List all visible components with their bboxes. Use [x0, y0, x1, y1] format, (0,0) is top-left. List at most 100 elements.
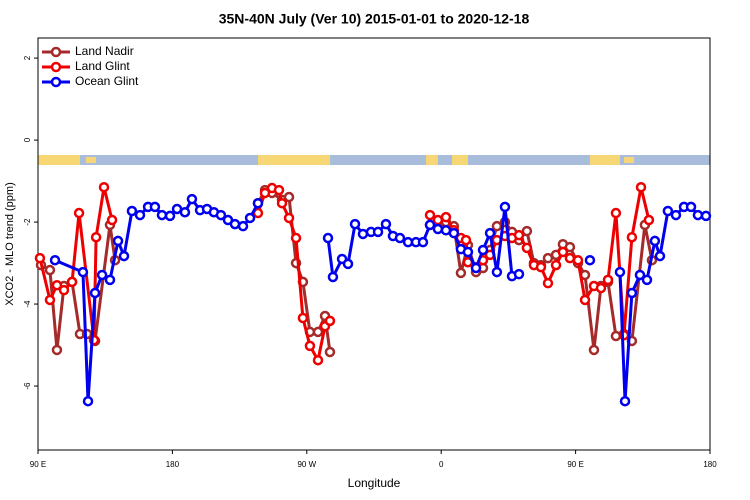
y-axis-label: XCO2 - MLO trend (ppm) — [4, 182, 16, 305]
data-point — [595, 282, 607, 294]
data-point — [610, 207, 622, 219]
data-point — [513, 268, 525, 280]
data-point — [229, 218, 241, 230]
data-point — [77, 266, 89, 278]
data-point — [685, 201, 697, 213]
data-point — [237, 220, 249, 232]
legend-marker — [50, 76, 62, 88]
data-point — [643, 214, 655, 226]
data-point — [215, 209, 227, 221]
data-point — [535, 261, 547, 273]
x-tick-label: 180 — [703, 460, 717, 469]
data-point — [588, 344, 600, 356]
data-point — [417, 236, 429, 248]
y-tick-label: -2 — [23, 218, 32, 226]
y-tick-label: 0 — [23, 137, 32, 142]
data-point — [252, 197, 264, 209]
data-point — [521, 225, 533, 237]
data-point — [491, 266, 503, 278]
data-point — [324, 315, 336, 327]
data-point — [455, 267, 467, 279]
data-point — [112, 235, 124, 247]
x-tick-label: 0 — [439, 460, 444, 469]
data-point — [186, 193, 198, 205]
data-point — [564, 252, 576, 264]
data-point — [96, 269, 108, 281]
data-point — [448, 227, 460, 239]
data-point — [149, 201, 161, 213]
data-point — [484, 227, 496, 239]
data-point — [470, 262, 482, 274]
data-point — [327, 271, 339, 283]
data-point — [557, 246, 569, 258]
x-tick-label: 90 E — [30, 460, 46, 469]
data-point — [312, 354, 324, 366]
data-point — [98, 181, 110, 193]
data-point — [156, 209, 168, 221]
data-point — [290, 232, 302, 244]
data-point — [584, 254, 596, 266]
map-strip — [38, 155, 710, 165]
data-point — [542, 277, 554, 289]
data-point — [312, 326, 324, 338]
data-point — [118, 250, 130, 262]
series-line — [38, 186, 114, 341]
data-point — [460, 234, 472, 246]
data-point — [634, 269, 646, 281]
data-point — [104, 274, 116, 286]
data-point — [44, 264, 56, 276]
data-point — [44, 294, 56, 306]
data-point — [491, 220, 503, 232]
series — [34, 181, 655, 366]
data-point — [380, 218, 392, 230]
data-point — [283, 191, 295, 203]
data-point — [73, 207, 85, 219]
data-point — [297, 312, 309, 324]
data-point — [58, 284, 70, 296]
series — [49, 193, 712, 407]
data-point — [394, 232, 406, 244]
data-point — [179, 206, 191, 218]
data-point — [626, 231, 638, 243]
plot-frame — [37, 37, 711, 451]
data-point — [89, 287, 101, 299]
y-tick-label: -4 — [23, 300, 32, 308]
data-point — [49, 254, 61, 266]
data-point — [324, 346, 336, 358]
data-point — [670, 209, 682, 221]
series-line — [40, 224, 117, 351]
data-point — [700, 210, 712, 222]
data-point — [614, 266, 626, 278]
data-point — [244, 212, 256, 224]
data-point — [579, 294, 591, 306]
data-point — [462, 246, 474, 258]
data-point — [342, 258, 354, 270]
data-point — [134, 209, 146, 221]
data-point — [424, 219, 436, 231]
data-point — [440, 211, 452, 223]
chart-title: 35N-40N July (Ver 10) 2015-01-01 to 2020… — [219, 11, 530, 27]
data-point — [649, 235, 661, 247]
series-line — [54, 196, 260, 402]
y-tick-label: -6 — [23, 382, 32, 390]
data-point — [432, 214, 444, 226]
data-point — [654, 250, 666, 262]
legend-label: Ocean Glint — [75, 74, 139, 88]
data-point — [51, 279, 63, 291]
data-point — [692, 209, 704, 221]
x-tick-label: 90 W — [297, 460, 316, 469]
data-point — [283, 212, 295, 224]
data-point — [635, 181, 647, 193]
data-point — [90, 231, 102, 243]
data-point — [126, 205, 138, 217]
data-point — [619, 395, 631, 407]
data-point — [610, 330, 622, 342]
data-point — [51, 344, 63, 356]
legend-marker — [50, 61, 62, 73]
data-point — [564, 241, 576, 253]
data-point — [513, 229, 525, 241]
data-point — [34, 252, 46, 264]
legend-label: Land Nadir — [75, 44, 134, 58]
data-point — [626, 287, 638, 299]
